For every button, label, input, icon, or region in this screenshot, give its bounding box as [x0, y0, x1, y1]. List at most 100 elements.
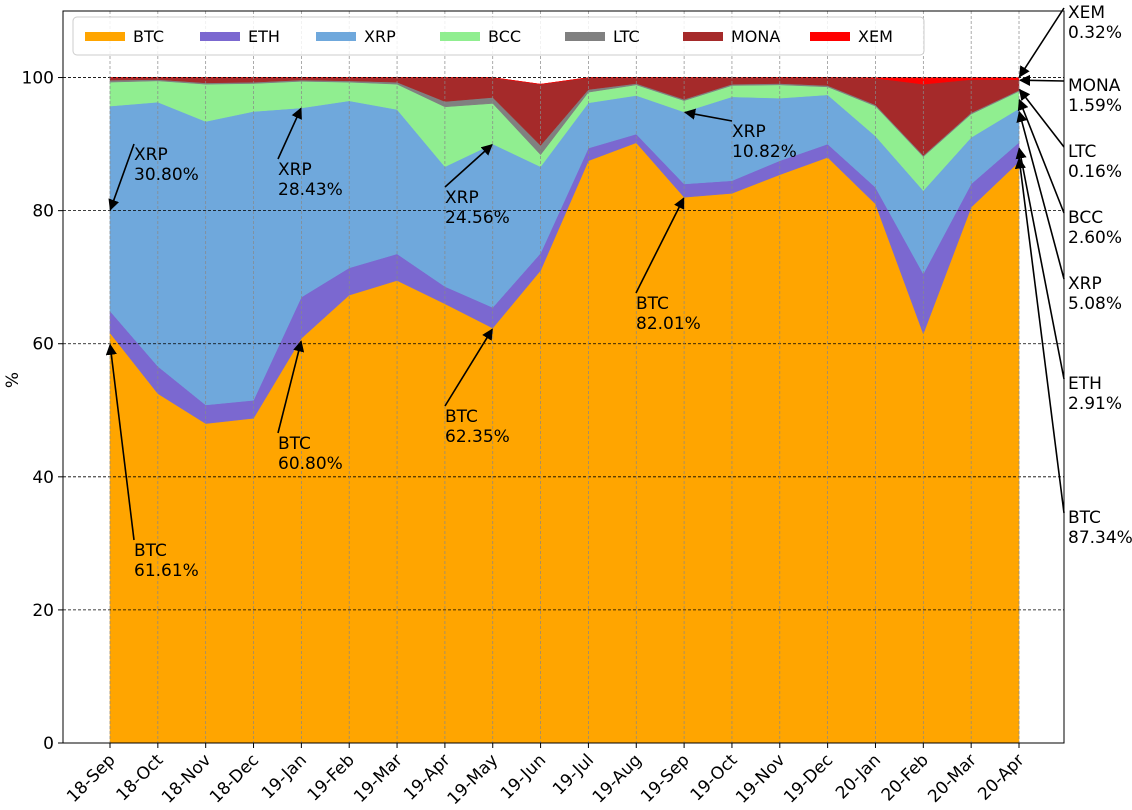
x-tick-label: 19-Dec	[780, 750, 837, 807]
annotation-label: XRP	[134, 145, 168, 165]
x-tick-label: 20-Feb	[878, 750, 933, 805]
annotation-arrow	[683, 108, 733, 122]
annotation-label: BCC	[1068, 208, 1103, 228]
x-tick-label: 18-Nov	[158, 750, 215, 807]
x-axis: 18-Sep18-Oct18-Nov18-Dec19-Jan19-Feb19-M…	[63, 743, 1029, 809]
annotation-value: 87.34%	[1068, 528, 1132, 548]
y-tick-label: 60	[32, 335, 54, 355]
annotation-label: LTC	[1068, 142, 1096, 162]
annotation-label: ETH	[1068, 374, 1102, 394]
legend-item-mona: MONA	[683, 27, 780, 46]
y-tick-label: 40	[32, 468, 54, 488]
legend-item-eth: ETH	[200, 27, 280, 46]
legend-swatch	[85, 32, 125, 41]
annotation-value: 10.82%	[732, 142, 797, 162]
x-tick-label: 19-Sep	[637, 750, 693, 806]
legend-item-btc: BTC	[85, 27, 164, 46]
x-tick-label: 19-Jan	[258, 750, 311, 803]
y-axis: 0 20 40 60 80 100	[22, 69, 63, 754]
x-tick-label: 18-Dec	[206, 750, 263, 807]
legend-swatch	[810, 32, 850, 41]
x-tick-label: 20-Apr	[974, 750, 1028, 804]
annotation-arrow	[444, 328, 493, 407]
area-layers	[109, 77, 1020, 744]
x-tick-label: 19-Nov	[732, 750, 789, 807]
annotation-label: XRP	[278, 160, 312, 180]
legend-swatch	[316, 32, 356, 41]
annotation-label: MONA	[1068, 76, 1121, 96]
x-tick-label: 19-May	[444, 750, 503, 809]
x-tick-label: 18-Sep	[63, 750, 119, 806]
x-tick-label: 19-Aug	[589, 750, 646, 807]
y-tick-label: 0	[43, 734, 54, 754]
legend-label: BTC	[133, 27, 164, 46]
x-tick-label: 20-Mar	[924, 750, 980, 806]
annotation-label: XRP	[732, 122, 766, 142]
x-tick-label: 18-Oct	[112, 750, 167, 805]
annotation-value: 61.61%	[134, 561, 199, 581]
annotation-label: BTC	[1068, 508, 1101, 528]
legend-label: MONA	[731, 27, 780, 46]
annotation-value: 30.80%	[134, 165, 199, 185]
annotation-arrow	[1018, 7, 1065, 78]
y-tick-label: 20	[32, 601, 54, 621]
legend-swatch	[565, 32, 605, 41]
annotation-arrow	[444, 144, 493, 188]
annotation-label: XRP	[445, 188, 479, 208]
legend-label: XRP	[364, 27, 396, 46]
grid-lines	[63, 11, 1064, 743]
annotation-value: 28.43%	[278, 180, 343, 200]
annotation-arrow	[1015, 147, 1065, 380]
y-tick-label: 80	[32, 202, 54, 222]
x-tick-label: 19-Oct	[687, 750, 742, 805]
annotation-arrow	[1016, 110, 1065, 280]
legend-label: BCC	[488, 27, 521, 46]
legend-label: XEM	[858, 27, 893, 46]
y-tick-label: 100	[22, 69, 54, 89]
legend-item-xem: XEM	[810, 27, 893, 46]
annotation-value: 1.59%	[1068, 96, 1122, 116]
legend-swatch	[440, 32, 480, 41]
annotation-value: 82.01%	[636, 314, 701, 334]
annotation-label: BTC	[134, 541, 167, 561]
legend-item-bcc: BCC	[440, 27, 521, 46]
annotation-arrow	[277, 340, 305, 434]
x-tick-label: 19-Mar	[350, 750, 406, 806]
legend-item-ltc: LTC	[565, 27, 640, 46]
annotation-value: 24.56%	[445, 208, 510, 228]
annotation-value: 5.08%	[1068, 294, 1122, 314]
legend: BTC ETH XRP BCC LTC MONA XEM	[72, 16, 925, 56]
legend-label: LTC	[613, 27, 640, 46]
annotation-label: XRP	[1068, 274, 1102, 294]
annotation-arrow	[277, 107, 302, 160]
annotation-arrow	[108, 143, 135, 211]
annotation-arrow	[105, 343, 135, 541]
annotation-arrow	[1014, 157, 1065, 514]
annotation-value: 62.35%	[445, 427, 510, 447]
annotation-label: XEM	[1068, 3, 1105, 23]
annotation-label: BTC	[278, 434, 311, 454]
annotation-value: 60.80%	[278, 454, 343, 474]
legend-item-xrp: XRP	[316, 27, 396, 46]
x-tick-label: 20-Jan	[832, 750, 885, 803]
y-axis-label: %	[3, 372, 23, 388]
legend-swatch	[200, 32, 240, 41]
x-tick-label: 19-Jun	[497, 750, 550, 803]
x-tick-label: 19-Feb	[304, 750, 359, 805]
annotation-label: BTC	[445, 407, 478, 427]
annotation-arrow	[635, 197, 685, 294]
annotation-value: 2.91%	[1068, 394, 1122, 414]
